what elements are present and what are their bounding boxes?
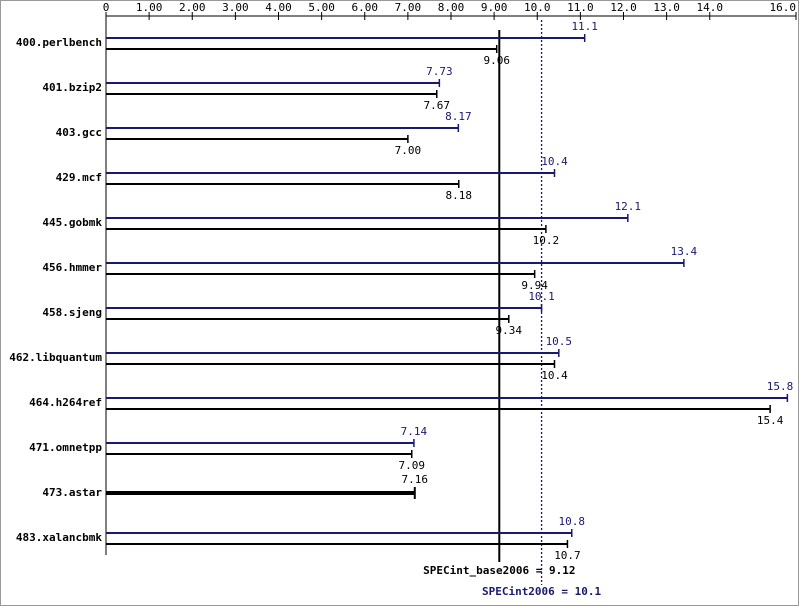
- x-tick-label: 2.00: [179, 1, 206, 14]
- x-tick-label: 12.0: [610, 1, 637, 14]
- reference-value: 9.12: [549, 564, 576, 577]
- x-tick-label: 7.00: [395, 1, 422, 14]
- value-label: 7.16: [402, 473, 429, 486]
- reference-value: 10.1: [575, 585, 602, 598]
- value-label: 12.1: [615, 200, 642, 213]
- value-label: 10.1: [528, 290, 555, 303]
- benchmark-label: 473.astar: [42, 486, 102, 499]
- value-label: 13.4: [671, 245, 698, 258]
- x-tick-label: 6.00: [352, 1, 379, 14]
- benchmark-label: 401.bzip2: [42, 81, 102, 94]
- benchmark-label: 456.hmmer: [42, 261, 102, 274]
- benchmark-label: 462.libquantum: [9, 351, 102, 364]
- value-label: 15.8: [767, 380, 794, 393]
- x-tick-label: 13.0: [653, 1, 680, 14]
- value-label: 10.4: [541, 369, 568, 382]
- value-label: 8.18: [446, 189, 473, 202]
- benchmark-label: 403.gcc: [56, 126, 102, 139]
- benchmark-label: 471.omnetpp: [29, 441, 102, 454]
- value-label: 9.06: [483, 54, 510, 67]
- value-label: 10.5: [546, 335, 573, 348]
- value-label: 10.8: [559, 515, 586, 528]
- x-tick-label: 8.00: [438, 1, 465, 14]
- value-label: 9.34: [496, 324, 523, 337]
- benchmark-label: 445.gobmk: [42, 216, 102, 229]
- value-label: 8.17: [445, 110, 472, 123]
- value-label: 7.14: [401, 425, 428, 438]
- benchmark-label: 429.mcf: [56, 171, 102, 184]
- x-tick-label: 10.0: [524, 1, 551, 14]
- reference-label: SPECint2006 = 10.1: [482, 585, 602, 598]
- value-label: 10.2: [533, 234, 560, 247]
- value-label: 10.4: [541, 155, 568, 168]
- x-tick-label: 0: [103, 1, 110, 14]
- x-tick-label: 5.00: [308, 1, 335, 14]
- value-label: 7.67: [424, 99, 451, 112]
- benchmark-label: 483.xalancbmk: [16, 531, 102, 544]
- value-label: 7.00: [395, 144, 422, 157]
- value-label: 10.7: [554, 549, 581, 562]
- benchmark-label: 464.h264ref: [29, 396, 102, 409]
- benchmark-label: 458.sjeng: [42, 306, 102, 319]
- reference-name: SPECint2006 =: [482, 585, 568, 598]
- value-label: 15.4: [757, 414, 784, 427]
- value-label: 7.73: [426, 65, 453, 78]
- x-tick-label: 3.00: [222, 1, 249, 14]
- x-tick-label: 14.0: [697, 1, 724, 14]
- x-tick-label: 9.00: [481, 1, 508, 14]
- x-tick-label: 11.0: [567, 1, 594, 14]
- x-tick-label: 1.00: [136, 1, 163, 14]
- value-label: 7.09: [399, 459, 426, 472]
- value-label: 11.1: [571, 20, 598, 33]
- reference-label: SPECint_base2006 = 9.12: [423, 564, 575, 577]
- value-label: 9.94: [521, 279, 548, 292]
- x-tick-label: 4.00: [265, 1, 292, 14]
- benchmark-label: 400.perlbench: [16, 36, 102, 49]
- x-tick-label: 16.0: [770, 1, 797, 14]
- reference-name: SPECint_base2006 =: [423, 564, 543, 577]
